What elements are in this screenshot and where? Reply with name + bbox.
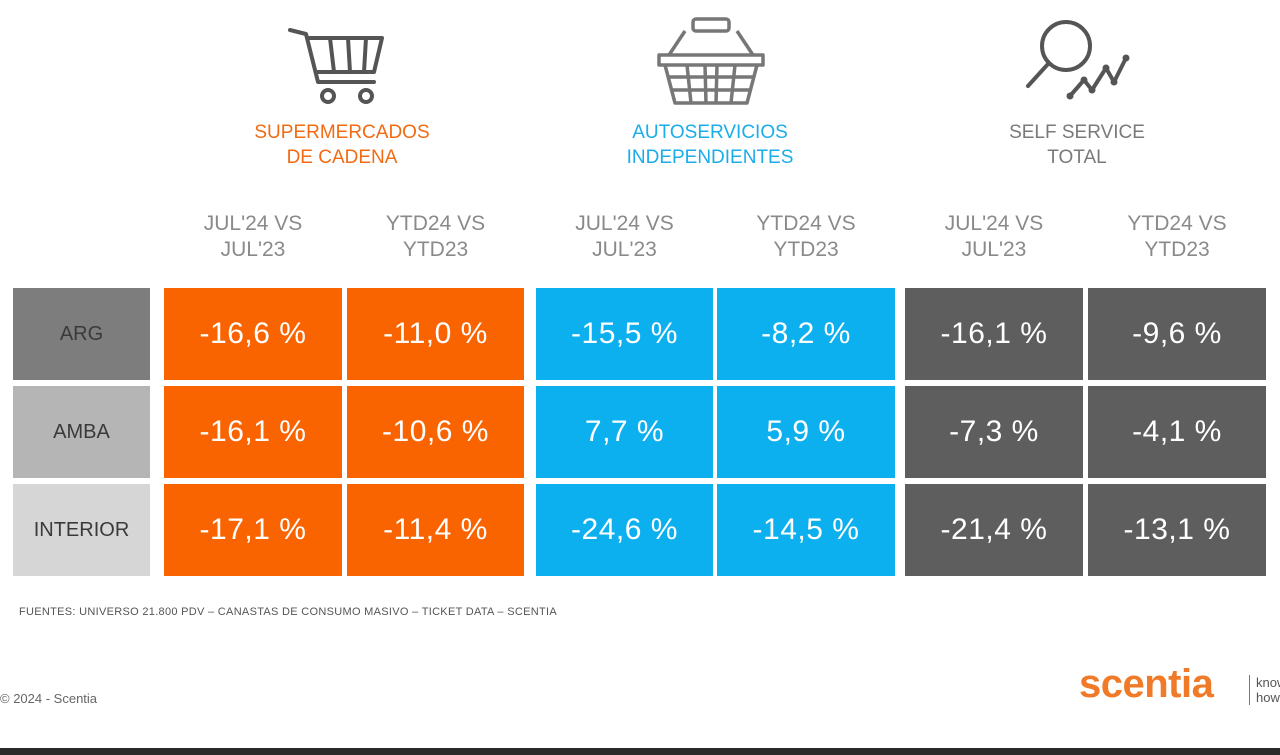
- row-label-interior: INTERIOR: [13, 484, 150, 576]
- source-footnote: FUENTES: UNIVERSO 21.800 PDV – CANASTAS …: [19, 606, 557, 618]
- column-header-6: YTD24 VS YTD23: [1088, 211, 1266, 263]
- table-cell: -16,1 %: [164, 386, 342, 478]
- group-title-line1: AUTOSERVICIOS: [632, 122, 788, 143]
- column-header-line1: JUL'24 VS: [944, 212, 1044, 235]
- bottom-bar: [0, 748, 1280, 755]
- table-cell: 7,7 %: [536, 386, 713, 478]
- column-header-5: JUL'24 VS JUL'23: [905, 211, 1083, 263]
- table-cell: -21,4 %: [905, 484, 1083, 576]
- column-header-line1: YTD24 VS: [1127, 212, 1227, 235]
- row-label-arg: ARG: [13, 288, 150, 380]
- group-title-line2: TOTAL: [1047, 147, 1107, 168]
- column-header-line2: JUL'23: [220, 238, 286, 261]
- table-cell: -13,1 %: [1088, 484, 1266, 576]
- magnifier-trend-icon: [1026, 20, 1130, 100]
- table-cell: -17,1 %: [164, 484, 342, 576]
- column-header-line1: YTD24 VS: [385, 212, 486, 235]
- table-cell: -16,1 %: [905, 288, 1083, 380]
- group-title-autoservicios: AUTOSERVICIOS INDEPENDIENTES: [580, 120, 840, 170]
- column-header-line2: YTD23: [1144, 238, 1210, 261]
- logo-tagline-line1: know: [1256, 675, 1280, 690]
- column-header-3: JUL'24 VS JUL'23: [536, 211, 713, 263]
- table-cell: -4,1 %: [1088, 386, 1266, 478]
- group-title-line1: SUPERMERCADOS: [254, 122, 430, 143]
- column-header-line2: JUL'23: [961, 238, 1027, 261]
- column-header-4: YTD24 VS YTD23: [717, 211, 895, 263]
- column-header-line2: YTD23: [773, 238, 839, 261]
- column-header-2: YTD24 VS YTD23: [347, 211, 524, 263]
- column-header-line1: YTD24 VS: [756, 212, 856, 235]
- shopping-basket-icon: [657, 17, 765, 105]
- column-header-line1: JUL'24 VS: [575, 212, 674, 235]
- table-cell: -8,2 %: [717, 288, 895, 380]
- copyright-text: © 2024 - Scentia: [0, 691, 98, 706]
- column-header-line1: JUL'24 VS: [203, 212, 303, 235]
- table-cell: -9,6 %: [1088, 288, 1266, 380]
- logo-tagline-line2: how: [1256, 690, 1280, 705]
- table-cell: -24,6 %: [536, 484, 713, 576]
- column-header-line2: YTD23: [402, 238, 469, 261]
- logo-divider: [1249, 675, 1250, 705]
- scentia-logo: scentia: [1079, 662, 1214, 706]
- group-title-supermercados: SUPERMERCADOS DE CADENA: [212, 120, 472, 170]
- table-cell: -11,0 %: [347, 288, 524, 380]
- shopping-cart-icon: [288, 28, 384, 104]
- table-cell: -11,4 %: [347, 484, 524, 576]
- table-cell: -14,5 %: [717, 484, 895, 576]
- table-cell: -16,6 %: [164, 288, 342, 380]
- column-header-1: JUL'24 VS JUL'23: [164, 211, 342, 263]
- group-title-line2: INDEPENDIENTES: [626, 147, 794, 168]
- row-label-amba: AMBA: [13, 386, 150, 478]
- logo-tagline: know how: [1256, 675, 1280, 705]
- table-cell: 5,9 %: [717, 386, 895, 478]
- group-title-self-service: SELF SERVICE TOTAL: [947, 120, 1207, 170]
- table-cell: -10,6 %: [347, 386, 524, 478]
- group-title-line1: SELF SERVICE: [1009, 122, 1145, 143]
- column-header-line2: JUL'23: [592, 238, 657, 261]
- group-title-line2: DE CADENA: [286, 147, 398, 168]
- table-cell: -15,5 %: [536, 288, 713, 380]
- table-cell: -7,3 %: [905, 386, 1083, 478]
